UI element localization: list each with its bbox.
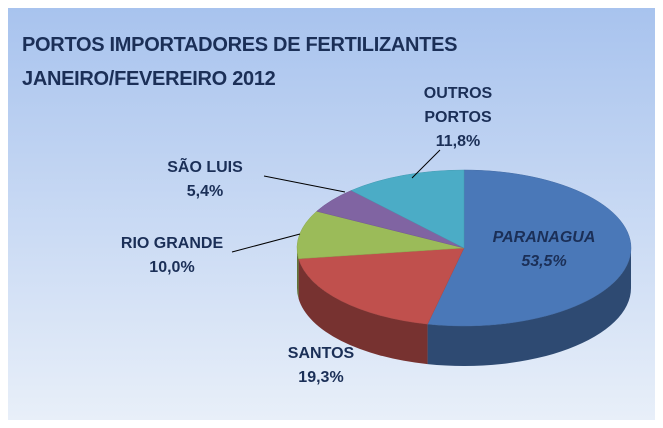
data-label: SÃO LUIS 5,4% (167, 156, 243, 204)
label-text: 5,4% (186, 183, 224, 200)
data-label: RIO GRANDE 10,0% (121, 232, 223, 280)
label-text: 19,3% (298, 369, 344, 386)
label-text: OUTROS PORTOS (423, 85, 493, 126)
data-label: PARANAGUA 53,5% (493, 226, 596, 274)
label-text: RIO GRANDE (120, 235, 224, 252)
chart-title: JANEIRO/FEVEREIRO 2012 (22, 68, 276, 90)
slice-side (297, 248, 299, 299)
label-text: 53,5% (521, 253, 567, 270)
slice-side (298, 258, 428, 365)
slice (350, 169, 465, 249)
chart-title: PORTOS IMPORTADORES DE FERTILIZANTES (22, 34, 458, 56)
leader-line (263, 175, 346, 193)
label-text: 11,8% (435, 133, 481, 150)
leader-line (231, 233, 301, 253)
slice-side (427, 248, 631, 367)
label-text: SÃO LUIS (167, 159, 243, 176)
slice (298, 247, 465, 325)
label-text: PARANAGUA (492, 229, 596, 246)
data-label: SANTOS 19,3% (288, 342, 354, 390)
slice (427, 169, 632, 327)
leader-line (411, 149, 441, 179)
label-text: SANTOS (287, 345, 355, 362)
label-text: 10,0% (149, 259, 195, 276)
data-label: OUTROS PORTOS 11,8% (413, 82, 503, 154)
